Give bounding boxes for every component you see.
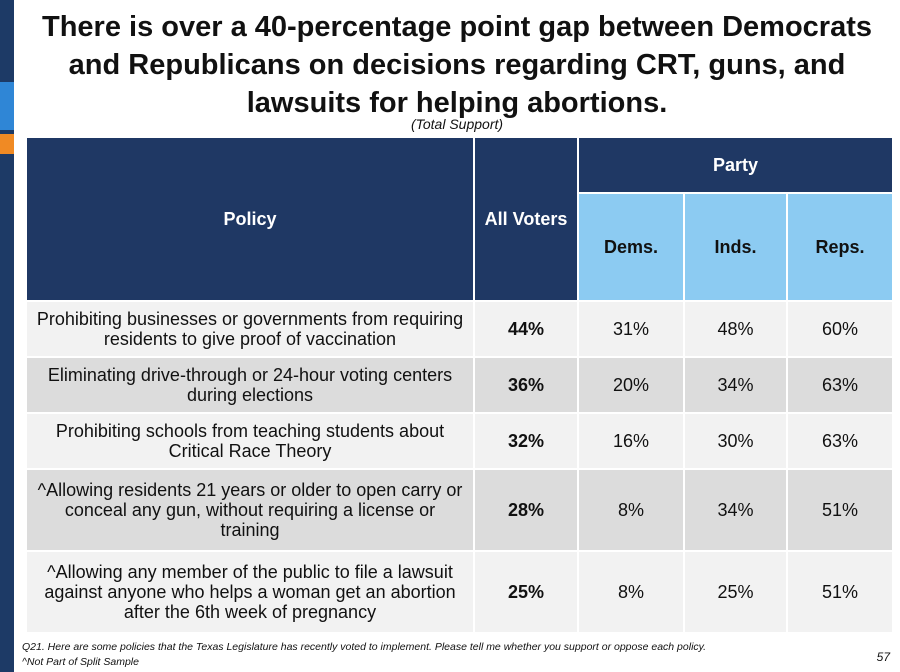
inds-cell: 34%: [683, 468, 788, 552]
reps-cell: 60%: [785, 300, 895, 358]
all-voters-cell: 28%: [473, 468, 579, 552]
page-number: 57: [876, 650, 890, 664]
left-accent-bar: [0, 0, 14, 672]
header-dems: Dems.: [577, 192, 685, 302]
header-reps: Reps.: [785, 192, 895, 302]
table-row: Eliminating drive-through or 24-hour vot…: [25, 356, 895, 414]
policy-cell: Prohibiting businesses or governments fr…: [25, 300, 475, 358]
dems-cell: 31%: [577, 300, 685, 358]
header-inds: Inds.: [683, 192, 788, 302]
inds-cell: 34%: [683, 356, 788, 414]
policy-cell: Prohibiting schools from teaching studen…: [25, 412, 475, 470]
reps-cell: 63%: [785, 356, 895, 414]
header-party: Party: [576, 136, 895, 194]
accent-blue-segment: [0, 82, 14, 130]
table-row: ^Allowing any member of the public to fi…: [25, 550, 895, 634]
table-row: Prohibiting businesses or governments fr…: [25, 300, 895, 358]
dems-cell: 16%: [577, 412, 685, 470]
footnote-note: ^Not Part of Split Sample: [22, 656, 139, 668]
inds-cell: 48%: [683, 300, 788, 358]
all-voters-cell: 44%: [473, 300, 579, 358]
accent-orange-segment: [0, 134, 14, 154]
header-policy: Policy: [25, 136, 475, 302]
dems-cell: 8%: [577, 468, 685, 552]
dems-cell: 20%: [577, 356, 685, 414]
reps-cell: 51%: [785, 468, 895, 552]
dems-cell: 8%: [577, 550, 685, 634]
policy-cell: ^Allowing residents 21 years or older to…: [25, 468, 475, 552]
slide-title: There is over a 40-percentage point gap …: [42, 11, 872, 119]
policy-cell: ^Allowing any member of the public to fi…: [25, 550, 475, 634]
reps-cell: 51%: [785, 550, 895, 634]
results-table: Policy All Voters Party Dems. Inds. Reps…: [25, 136, 895, 634]
all-voters-cell: 25%: [473, 550, 579, 634]
all-voters-cell: 32%: [473, 412, 579, 470]
inds-cell: 30%: [683, 412, 788, 470]
header-all-voters: All Voters: [473, 136, 579, 302]
policy-cell: Eliminating drive-through or 24-hour vot…: [25, 356, 475, 414]
table-row: ^Allowing residents 21 years or older to…: [25, 468, 895, 552]
footnote: Q21. Here are some policies that the Tex…: [22, 640, 706, 670]
table-row: Prohibiting schools from teaching studen…: [25, 412, 895, 470]
footnote-question: Q21. Here are some policies that the Tex…: [22, 641, 707, 653]
inds-cell: 25%: [683, 550, 788, 634]
reps-cell: 63%: [785, 412, 895, 470]
slide-subtitle: (Total Support): [410, 116, 504, 132]
all-voters-cell: 36%: [473, 356, 579, 414]
